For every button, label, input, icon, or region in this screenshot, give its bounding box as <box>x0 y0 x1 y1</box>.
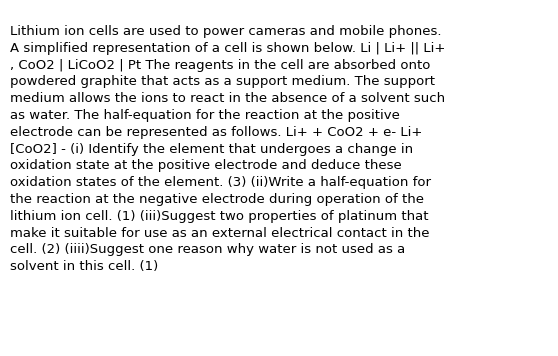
Text: Lithium ion cells are used to power cameras and mobile phones.
A simplified repr: Lithium ion cells are used to power came… <box>10 25 445 273</box>
